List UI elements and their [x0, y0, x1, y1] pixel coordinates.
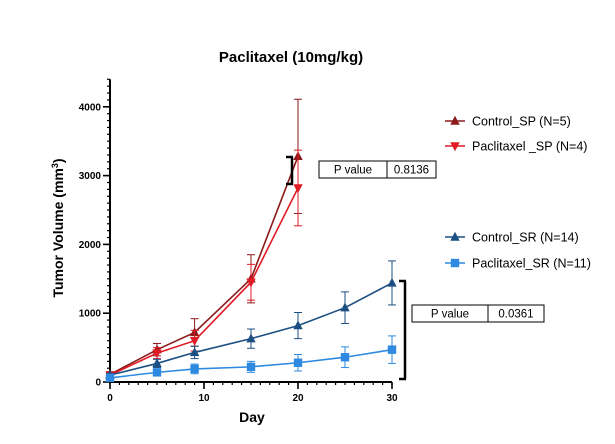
data-point	[152, 358, 162, 368]
data-point	[246, 278, 256, 288]
p-value-number-cell	[487, 304, 545, 323]
data-point	[189, 347, 200, 357]
p-value-label: P value	[334, 165, 372, 177]
data-point	[293, 184, 303, 194]
series-2	[105, 149, 303, 381]
p-value-annotation-1: P value 0.8136	[286, 155, 437, 186]
data-point	[152, 349, 162, 359]
y-tick-label: 1000	[79, 309, 102, 320]
x-axis-label: Day	[239, 409, 265, 425]
y-tick-label: 0	[95, 378, 101, 389]
data-point	[246, 333, 256, 343]
legend-label: Paclitaxel _SP (N=4)	[472, 140, 587, 154]
y-tick-label: 3000	[79, 171, 102, 182]
data-point	[387, 277, 397, 287]
series-line	[109, 187, 299, 376]
legend-marker	[450, 231, 460, 241]
data-point	[246, 362, 256, 372]
legend-entry-3: Control_SR (N=14)	[445, 231, 579, 245]
legend-label: Control_SR (N=14)	[472, 231, 579, 245]
data-point	[190, 364, 199, 374]
y-tick-label: 2000	[79, 240, 102, 251]
legend-entry-1: Control_SP (N=5)	[445, 115, 571, 129]
p-value-number-cell	[386, 160, 437, 179]
legend-label: Control_SP (N=5)	[472, 115, 571, 129]
legend: Control_SP (N=5) Paclitaxel _SP (N=4) Cont…	[445, 115, 591, 271]
x-tick-label: 0	[107, 393, 113, 404]
chart-title: Paclitaxel (10mg/kg)	[219, 49, 363, 66]
data-point	[340, 302, 350, 312]
series-3	[105, 260, 397, 379]
y-axis-label: Tumor Volume (mm3)	[50, 158, 66, 297]
y-tick-label: 4000	[79, 102, 102, 113]
data-point	[387, 345, 397, 354]
data-point	[293, 320, 303, 330]
p-value-number: 0.8136	[394, 165, 429, 177]
y-axis-label-main: Tumor Volume (mm	[50, 168, 66, 297]
y-axis-label-superscript: 3	[50, 163, 60, 168]
data-point	[340, 353, 350, 362]
p-value-annotations: P value 0.8136 P value 0.0361	[286, 155, 545, 381]
series-4	[105, 335, 397, 383]
legend-marker	[450, 115, 460, 125]
legend-entry-2: Paclitaxel _SP (N=4)	[445, 140, 587, 154]
legend-label: Paclitaxel_SR (N=11)	[472, 257, 591, 271]
p-value-number: 0.0361	[498, 309, 533, 321]
plot-area	[105, 98, 397, 383]
legend-marker	[450, 142, 460, 152]
p-value-annotation-2: P value 0.0361	[399, 279, 545, 381]
data-point	[105, 373, 115, 383]
data-point	[152, 368, 162, 377]
legend-marker	[450, 258, 460, 268]
x-tick-label: 10	[198, 393, 210, 404]
y-axis-label-close: )	[50, 158, 66, 163]
series-line	[109, 156, 299, 376]
x-tick-label: 30	[386, 393, 398, 404]
axis-ticks: 0 1000 2000 3000 4000 0 10 20 30	[79, 78, 398, 404]
data-point	[293, 358, 303, 367]
p-value-label: P value	[431, 309, 469, 321]
x-tick-label: 20	[292, 393, 304, 404]
data-point	[189, 337, 200, 346]
legend-entry-4: Paclitaxel_SR (N=11)	[445, 257, 591, 271]
